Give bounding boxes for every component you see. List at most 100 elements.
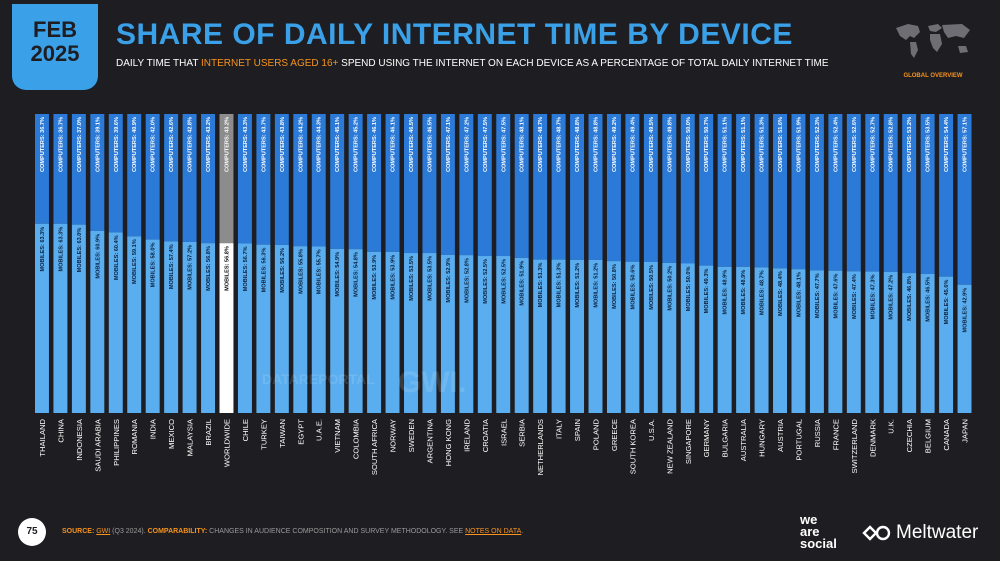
category-label: SWITZERLAND	[850, 418, 859, 473]
bar-computers	[404, 114, 418, 254]
bar-computers	[459, 114, 474, 256]
comparability-text: CHANGES IN AUDIENCE COMPOSITION AND SURV…	[207, 528, 466, 535]
data-label-computers: COMPUTERS: 43.2%	[206, 117, 212, 172]
category-label: SPAIN	[573, 419, 582, 441]
bar-mobiles	[274, 244, 289, 413]
bar-mobiles	[237, 243, 252, 413]
category-label: PORTUGAL	[794, 419, 803, 461]
we-are-social-logo: we are social	[800, 512, 837, 551]
data-label-computers: COMPUTERS: 51.3%	[760, 117, 766, 172]
bar-computers	[939, 114, 954, 277]
bar-computers	[90, 114, 105, 231]
data-label-mobiles: MOBILES: 51.3%	[557, 263, 563, 308]
data-label-computers: COMPUTERS: 52.3%	[815, 117, 821, 172]
data-label-computers: COMPUTERS: 43.3%	[243, 117, 249, 172]
data-label-computers: COMPUTERS: 57.1%	[963, 117, 969, 172]
data-label-mobiles: MOBILES: 47.7%	[815, 273, 821, 318]
bar-computers	[717, 114, 732, 267]
world-map-icon	[896, 24, 970, 58]
bar-computers	[311, 114, 326, 247]
category-label: NORWAY	[389, 419, 398, 452]
data-label-computers: COMPUTERS: 42.6%	[169, 117, 175, 172]
bar-mobiles	[773, 268, 787, 413]
data-label-mobiles: MOBILES: 53.5%	[427, 256, 433, 301]
bar-computers	[274, 114, 289, 245]
notes-link[interactable]: NOTES ON DATA	[465, 528, 522, 535]
bar-mobiles	[256, 244, 271, 413]
bar-computers	[846, 114, 861, 272]
date-month: FEB	[33, 17, 77, 42]
data-label-mobiles: MOBILES: 63.3%	[40, 227, 46, 272]
category-label: SAUDI ARABIA	[93, 418, 102, 472]
bar-computers	[330, 114, 345, 249]
bar-mobiles	[570, 259, 585, 413]
source-link[interactable]: GWI	[96, 528, 111, 535]
bar-mobiles	[477, 256, 492, 413]
category-label: PHILIPPINES	[112, 419, 121, 466]
bar-mobiles	[127, 236, 142, 413]
bar-mobiles	[496, 256, 511, 413]
bar-mobiles	[293, 246, 308, 413]
data-label-mobiles: MOBILES: 60.4%	[114, 235, 120, 280]
data-label-computers: COMPUTERS: 46.5%	[409, 117, 415, 172]
category-label: ROMANIA	[130, 418, 139, 454]
category-label: GERMANY	[702, 419, 711, 457]
watermark-datareportal: DATAREPORTAL	[262, 371, 375, 387]
data-label-mobiles: MOBILES: 50.6%	[630, 265, 636, 310]
bar-mobiles	[53, 223, 68, 413]
data-label-mobiles: MOBILES: 47.2%	[889, 275, 895, 320]
data-label-computers: COMPUTERS: 45.1%	[335, 117, 341, 172]
data-label-computers: COMPUTERS: 54.4%	[944, 117, 950, 172]
category-label: FRANCE	[831, 419, 840, 450]
data-label-mobiles: MOBILES: 56.8%	[206, 246, 212, 291]
watermark-gwi: GWI.	[398, 366, 466, 399]
category-label: SOUTH AFRICA	[370, 418, 379, 475]
category-label: U.A.E.	[315, 419, 324, 441]
bar-mobiles	[643, 262, 658, 413]
category-label: HUNGARY	[758, 419, 767, 457]
data-label-computers: COMPUTERS: 40.9%	[132, 117, 138, 172]
category-label: CANADA	[942, 418, 951, 451]
category-label: SOUTH KOREA	[628, 418, 637, 474]
data-label-computers: COMPUTERS: 47.2%	[464, 117, 470, 172]
category-label: AUSTRIA	[776, 418, 785, 452]
data-label-mobiles: MOBILES: 48.7%	[760, 270, 766, 315]
bar-mobiles	[71, 224, 86, 413]
category-label: BELGIUM	[924, 419, 933, 453]
data-label-computers: COMPUTERS: 51.1%	[723, 117, 729, 172]
bar-computers	[127, 114, 142, 237]
data-label-mobiles: MOBILES: 56.3%	[261, 248, 267, 293]
bar-computers	[422, 114, 437, 254]
bar-computers	[570, 114, 585, 260]
data-label-mobiles: MOBILES: 56.2%	[280, 248, 286, 293]
watermark: DATAREPORTAL GWI.	[262, 366, 466, 399]
category-label: HONG KONG	[444, 419, 453, 466]
data-label-computers: COMPUTERS: 44.3%	[317, 117, 323, 172]
data-label-mobiles: MOBILES: 46.8%	[907, 276, 913, 321]
data-label-computers: COMPUTERS: 48.8%	[594, 117, 600, 172]
data-label-mobiles: MOBILES: 48.9%	[723, 270, 729, 315]
bar-computers	[219, 114, 234, 244]
meltwater-logo: Meltwater	[862, 522, 978, 544]
data-label-computers: COMPUTERS: 52.7%	[870, 117, 876, 172]
category-label: AUSTRALIA	[739, 418, 748, 461]
bar-computers	[348, 114, 363, 250]
data-label-mobiles: MOBILES: 53.9%	[391, 255, 397, 300]
bar-computers	[828, 114, 843, 271]
data-label-mobiles: MOBILES: 60.9%	[95, 234, 101, 279]
source-text: (Q3 2024).	[110, 528, 148, 535]
data-label-computers: COMPUTERS: 51.6%	[778, 117, 784, 172]
data-label-mobiles: MOBILES: 48.9%	[741, 270, 747, 315]
bar-computers	[643, 114, 658, 263]
bar-mobiles	[404, 253, 418, 413]
category-label: TAIWAN	[278, 419, 287, 448]
bar-mobiles	[957, 284, 972, 413]
data-label-computers: COMPUTERS: 52.6%	[852, 117, 858, 172]
category-label: CZECHIA	[905, 418, 914, 452]
category-label: COLOMBIA	[352, 418, 361, 459]
source-label: SOURCE:	[62, 528, 95, 535]
bar-computers	[108, 114, 123, 233]
footer-source: SOURCE: GWI (Q3 2024). COMPARABILITY: CH…	[62, 528, 523, 535]
bar-mobiles	[902, 273, 917, 413]
